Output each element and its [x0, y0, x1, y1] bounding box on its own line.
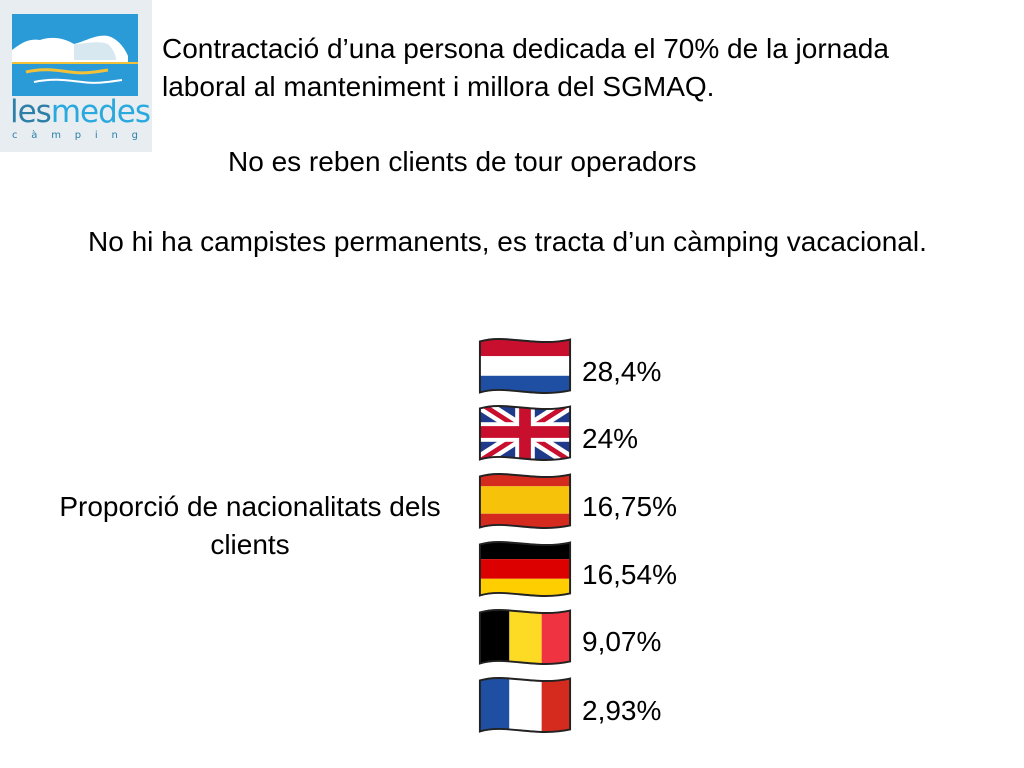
- germany-percent: 16,54%: [582, 559, 677, 590]
- france-percent: 2,93%: [582, 695, 662, 726]
- logo-subtitle-letter: n: [111, 130, 118, 141]
- logo-subtitle-letter: à: [31, 130, 38, 141]
- les-medes-logo: lesmedes c à m p i n g: [0, 0, 152, 152]
- logo-subtitle: c à m p i n g: [12, 129, 138, 143]
- france-flag-icon: [478, 677, 572, 733]
- logo-wordmark: lesmedes: [10, 94, 151, 130]
- logo-coast-icon: [12, 14, 138, 96]
- belgium-flag-icon: [478, 609, 572, 665]
- logo-subtitle-letter: g: [131, 130, 138, 141]
- logo-subtitle-letter: i: [94, 130, 98, 141]
- belgium-percent: 9,07%: [582, 626, 662, 657]
- spain-flag-icon: [478, 473, 572, 529]
- netherlands-flag-icon: [478, 338, 572, 394]
- nationalities-caption: Proporció de nacionalitats dels clients: [59, 491, 441, 560]
- staff-text: Contractació d’una persona dedicada el 7…: [162, 33, 889, 102]
- uk-percent: 24%: [582, 423, 639, 454]
- germany-flag-icon: [478, 541, 572, 597]
- spain-percent: 16,75%: [582, 491, 677, 522]
- logo-subtitle-letter: c: [12, 130, 18, 141]
- logo-word-part1: les: [10, 94, 52, 130]
- logo-subtitle-letter: p: [74, 130, 82, 141]
- netherlands-percent: 28,4%: [582, 356, 662, 387]
- logo-subtitle-letter: m: [51, 130, 61, 141]
- uk-flag-icon: [478, 405, 572, 461]
- tour-operators-text: No es reben clients de tour operadors: [228, 146, 697, 177]
- permanent-campers-text: No hi ha campistes permanents, es tracta…: [88, 226, 927, 257]
- logo-word-part2: medes: [50, 94, 151, 130]
